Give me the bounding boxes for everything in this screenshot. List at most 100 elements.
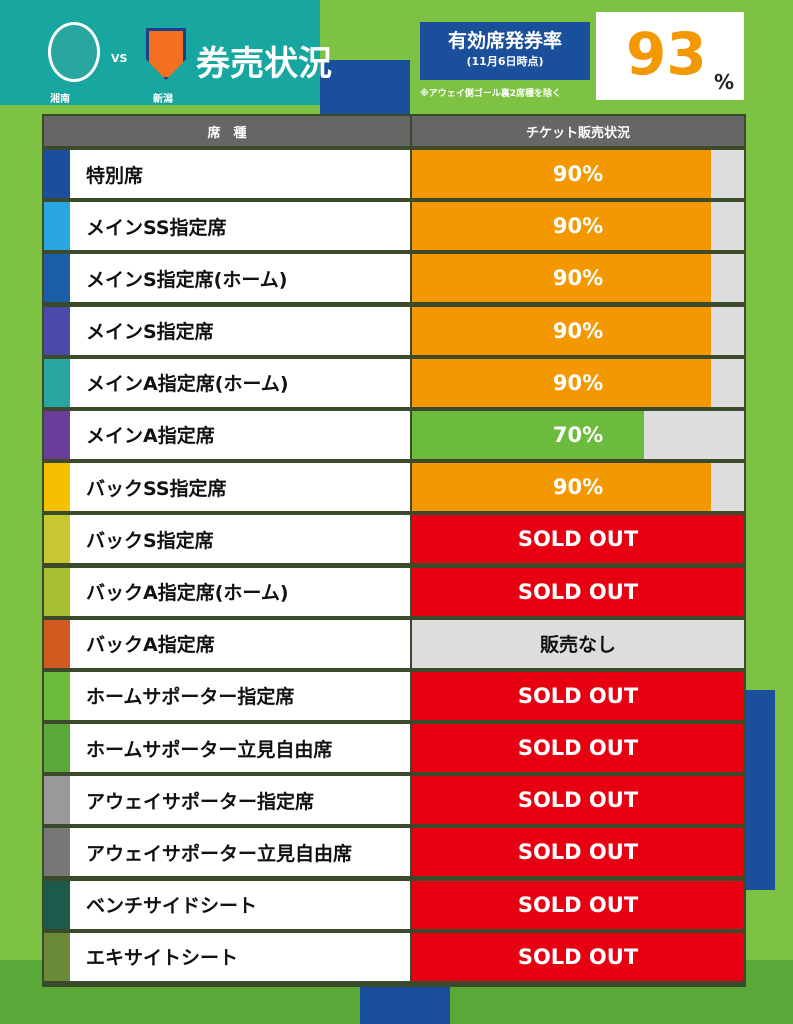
seat-name: エキサイトシート (70, 932, 410, 981)
home-logo (48, 22, 100, 82)
seat-name: バックS指定席 (70, 515, 410, 564)
column-header: チケット販売状況 (412, 116, 744, 146)
away-team: 新潟 (153, 94, 173, 105)
row-stripe (44, 150, 70, 198)
table-row: ベンチサイドシート SOLD OUT (44, 880, 744, 929)
status-cell: SOLD OUT (412, 828, 744, 877)
table-row: ホームサポーター指定席 SOLD OUT (44, 671, 744, 720)
status-cell: 90% (412, 254, 744, 303)
status-label: SOLD OUT (517, 840, 639, 865)
table-row: バックA指定席(ホーム) SOLD OUT (44, 567, 744, 616)
table: 席 種 チケット販売状況 特別席 90% メインSS指定席 90% メインS指定席(ホー… (42, 114, 746, 987)
table-row: バックS指定席 SOLD OUT (44, 515, 744, 564)
status-cell: SOLD OUT (412, 724, 744, 773)
status-cell: SOLD OUT (412, 932, 744, 981)
row-stripe (44, 515, 70, 564)
row-stripe (44, 463, 70, 512)
percent-label: 90% (552, 370, 604, 395)
rate-note: ※アウェイ側ゴール裏2席種を除く (420, 89, 562, 99)
row-stripe (44, 410, 70, 459)
table-row: メインS指定席(ホーム) 90% (44, 254, 744, 303)
status-label: SOLD OUT (517, 892, 639, 917)
row-stripe (44, 776, 70, 825)
row-stripe (44, 671, 70, 720)
row-stripe (44, 932, 70, 981)
status-label: SOLD OUT (517, 527, 639, 552)
table-row: メインSS指定席 90% (44, 202, 744, 251)
progress-bar (412, 254, 711, 303)
status-cell: 90% (412, 202, 744, 251)
seat-name: メインSS指定席 (70, 202, 410, 251)
seat-name: バックSS指定席 (70, 463, 410, 512)
status-label: SOLD OUT (517, 944, 639, 969)
row-stripe (44, 724, 70, 773)
seat-name: ベンチサイドシート (70, 880, 410, 929)
deco (360, 985, 450, 1024)
progress-bar (412, 358, 711, 407)
table-row: メインS指定席 90% (44, 306, 744, 355)
column-header: 席 種 (44, 116, 410, 146)
status-label: 販売なし (539, 634, 616, 657)
table-row: アウェイサポーター指定席 SOLD OUT (44, 776, 744, 825)
seat-name: メインA指定席(ホーム) (70, 358, 410, 407)
percent-label: 90% (552, 318, 604, 343)
status-cell: 90% (412, 358, 744, 407)
seat-name: ホームサポーター指定席 (70, 671, 410, 720)
rate-date: (11月6日時点) (466, 55, 544, 68)
progress-bar (412, 410, 645, 459)
seat-name: メインA指定席 (70, 410, 410, 459)
rate-value: 93 (626, 20, 707, 88)
table-row: ホームサポーター立見自由席 SOLD OUT (44, 724, 744, 773)
header-row: 席 種 チケット販売状況 (44, 116, 744, 146)
table-row: エキサイトシート SOLD OUT (44, 932, 744, 981)
vs: VS (111, 52, 128, 65)
row-stripe (44, 567, 70, 616)
seat-name: バックA指定席(ホーム) (70, 567, 410, 616)
status-cell: SOLD OUT (412, 671, 744, 720)
percent-label: 70% (552, 422, 604, 447)
table-row: メインA指定席 70% (44, 410, 744, 459)
table-row: 特別席 90% (44, 150, 744, 198)
percent-label: 90% (552, 266, 604, 291)
seat-name: 特別席 (70, 150, 410, 198)
status-cell: 70% (412, 410, 744, 459)
table-row: バックSS指定席 90% (44, 463, 744, 512)
status-label: SOLD OUT (517, 579, 639, 604)
rate-panel: 93 % (596, 12, 744, 100)
progress-bar (412, 202, 711, 251)
row-stripe (44, 880, 70, 929)
status-cell: SOLD OUT (412, 776, 744, 825)
deco (745, 690, 775, 890)
status-label: SOLD OUT (517, 736, 639, 761)
status-cell: 90% (412, 150, 744, 198)
percent-label: 90% (552, 214, 604, 239)
status-cell: 90% (412, 463, 744, 512)
status-label: SOLD OUT (517, 788, 639, 813)
status-cell: 販売なし (412, 619, 744, 668)
status-cell: SOLD OUT (412, 880, 744, 929)
rate-unit: % (714, 70, 735, 94)
deco (320, 60, 410, 120)
seat-name: アウェイサポーター指定席 (70, 776, 410, 825)
seat-name: メインS指定席 (70, 306, 410, 355)
rate-box: 有効席発券率 (11月6日時点) (420, 22, 590, 80)
progress-bar (412, 306, 711, 355)
rate-title: 有効席発券率 (447, 30, 562, 52)
row-stripe (44, 254, 70, 303)
progress-bar (412, 150, 711, 198)
seat-name: バックA指定席 (70, 619, 410, 668)
seat-name: メインS指定席(ホーム) (70, 254, 410, 303)
percent-label: 90% (552, 475, 604, 500)
row-stripe (44, 828, 70, 877)
row-stripe (44, 619, 70, 668)
row-stripe (44, 202, 70, 251)
title: 券売状況 (196, 44, 332, 84)
table-row: メインA指定席(ホーム) 90% (44, 358, 744, 407)
status-cell: 90% (412, 306, 744, 355)
seat-name: ホームサポーター立見自由席 (70, 724, 410, 773)
progress-bar (412, 463, 711, 512)
table-row: アウェイサポーター立見自由席 SOLD OUT (44, 828, 744, 877)
status-cell: SOLD OUT (412, 567, 744, 616)
row-stripe (44, 358, 70, 407)
